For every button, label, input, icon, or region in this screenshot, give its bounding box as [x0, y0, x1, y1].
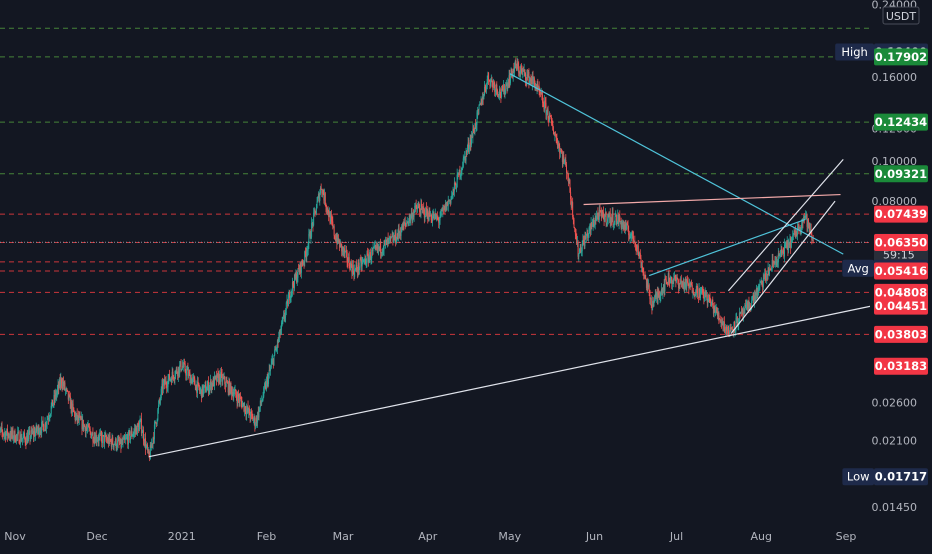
candle-up — [234, 391, 235, 394]
currency-label: USDT — [886, 10, 917, 23]
candle-up — [578, 254, 579, 257]
price-label-value: 0.04808 — [875, 285, 927, 299]
price-label-value: 0.06350 — [875, 236, 927, 250]
candle-up — [759, 283, 760, 286]
candle-up — [360, 260, 361, 268]
candle-up — [456, 187, 457, 188]
candle-down — [718, 313, 719, 318]
candle-up — [297, 268, 298, 277]
x-tick-label: Feb — [257, 530, 276, 543]
price-label-value: 0.03183 — [875, 359, 927, 373]
candle-up — [22, 438, 23, 439]
y-tick-label: 0.02600 — [872, 396, 918, 409]
candle-down — [334, 226, 335, 235]
candle-down — [497, 90, 498, 94]
candle-up — [763, 279, 764, 288]
time-axis-panel — [0, 522, 932, 550]
price-label-value: 0.01717 — [875, 470, 927, 484]
x-tick-label: Dec — [86, 530, 107, 543]
x-tick-label: Sep — [836, 530, 857, 543]
price-label-prefix: High — [841, 45, 867, 59]
price-label-value: 0.12434 — [875, 115, 927, 129]
candle-up — [122, 440, 123, 444]
candle-up — [653, 302, 654, 306]
candle-down — [612, 213, 613, 225]
candle-down — [66, 389, 67, 390]
y-tick-label: 0.02100 — [872, 435, 918, 448]
x-tick-label: 2021 — [168, 530, 196, 543]
candle-down — [112, 437, 113, 444]
x-tick-label: Apr — [418, 530, 438, 543]
price-label-value: 0.03803 — [875, 327, 927, 341]
candle-up — [510, 76, 511, 83]
y-tick-label: 0.16000 — [872, 71, 918, 84]
x-tick-label: May — [498, 530, 521, 543]
candle-down — [606, 212, 607, 223]
x-tick-label: Mar — [333, 530, 354, 543]
candle-down — [67, 390, 68, 391]
candle-up — [47, 420, 48, 424]
price-label-prefix: Avg — [848, 261, 869, 275]
price-label-value: 0.17902 — [875, 50, 927, 64]
candle-down — [697, 287, 698, 297]
candle-down — [315, 210, 316, 211]
candle-up — [479, 105, 480, 110]
candle-down — [813, 240, 814, 241]
candle-up — [288, 298, 289, 307]
candle-up — [274, 355, 275, 365]
candle-up — [406, 223, 407, 224]
x-tick-label: Aug — [751, 530, 772, 543]
y-tick-label: 0.01450 — [872, 501, 918, 514]
candle-down — [666, 280, 667, 282]
x-tick-label: Jul — [669, 530, 683, 543]
candle-up — [316, 208, 317, 213]
candle-down — [194, 379, 195, 386]
price-label-value: 0.04451 — [875, 299, 927, 313]
candle-down — [566, 165, 567, 174]
candle-up — [206, 391, 207, 393]
price-label-value: 0.07439 — [875, 207, 927, 221]
candle-up — [604, 217, 605, 222]
candle-down — [340, 242, 341, 244]
candle-up — [271, 364, 272, 368]
candle-down — [321, 188, 322, 190]
candle-up — [130, 436, 131, 440]
candle-up — [615, 216, 616, 221]
price-label-prefix: Low — [847, 470, 870, 484]
candle-down — [619, 216, 620, 221]
candle-down — [90, 429, 91, 432]
candle-down — [488, 72, 489, 80]
candle-up — [91, 435, 92, 437]
candle-down — [642, 266, 643, 268]
price-label-value: 0.05416 — [875, 264, 927, 278]
candle-down — [649, 285, 650, 290]
x-tick-label: Jun — [585, 530, 603, 543]
candle-up — [186, 370, 187, 375]
candle-down — [651, 298, 652, 305]
candle-down — [380, 243, 381, 254]
price-label-value: 0.09321 — [875, 167, 927, 181]
candle-up — [117, 441, 118, 448]
candle-up — [142, 433, 143, 434]
candle-down — [574, 220, 575, 228]
x-tick-label: Nov — [4, 530, 26, 543]
